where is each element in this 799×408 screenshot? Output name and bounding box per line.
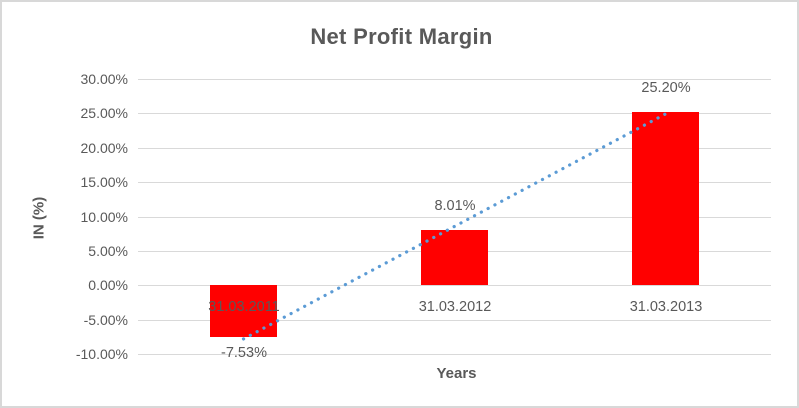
y-tick-label: 5.00%	[88, 243, 128, 259]
y-tick-label: 30.00%	[80, 71, 128, 87]
y-tick-label: 15.00%	[80, 174, 128, 190]
y-tick-label: -10.00%	[75, 346, 128, 362]
bar-data-label: 8.01%	[434, 198, 476, 214]
gridline	[138, 79, 771, 80]
y-tick-label: -5.00%	[83, 312, 128, 328]
gridline	[138, 354, 771, 355]
y-tick-label: 10.00%	[80, 209, 128, 225]
bar-data-label: 25.20%	[641, 80, 691, 96]
x-category-label: 31.03.2011	[208, 299, 280, 315]
y-tick-label: 20.00%	[80, 140, 128, 156]
y-tick-label: 0.00%	[88, 277, 128, 293]
bar-31.03.2013	[632, 112, 699, 285]
y-tick-label: 25.00%	[80, 105, 128, 121]
bar-data-label: -7.53%	[221, 345, 267, 361]
bar-31.03.2012	[421, 230, 488, 285]
chart-title: Net Profit Margin	[310, 24, 493, 49]
x-category-label: 31.03.2013	[629, 299, 703, 315]
x-category-label: 31.03.2012	[418, 299, 492, 315]
x-axis-title: Years	[436, 365, 477, 382]
